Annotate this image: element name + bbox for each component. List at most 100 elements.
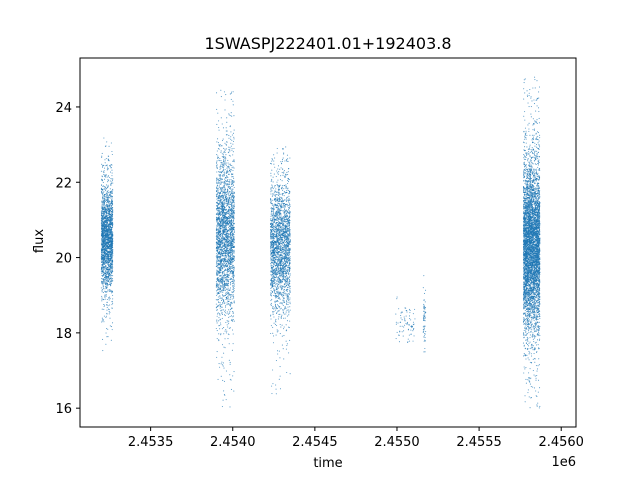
data-point <box>218 204 220 206</box>
data-point <box>225 192 227 194</box>
data-point <box>221 268 223 270</box>
data-point <box>112 240 114 242</box>
data-point <box>216 227 218 229</box>
data-point <box>107 216 109 218</box>
data-point <box>225 225 227 227</box>
data-point <box>222 212 224 214</box>
data-point <box>230 248 232 250</box>
data-point <box>109 212 111 215</box>
data-point <box>105 343 107 345</box>
data-point <box>101 206 103 208</box>
data-point <box>233 285 235 287</box>
data-point <box>104 216 106 218</box>
data-point <box>107 196 109 198</box>
data-point <box>215 228 218 230</box>
data-point <box>226 141 228 143</box>
data-point <box>221 250 223 252</box>
data-point <box>217 259 220 261</box>
data-point <box>227 295 229 297</box>
data-point <box>232 232 234 234</box>
data-point <box>104 215 106 217</box>
data-point <box>229 185 231 187</box>
data-point <box>230 91 233 93</box>
data-point <box>216 258 219 260</box>
data-point <box>229 272 231 274</box>
data-point <box>108 220 110 222</box>
data-point <box>104 174 106 176</box>
data-point <box>230 315 233 317</box>
data-point <box>228 219 230 222</box>
data-point <box>221 201 223 203</box>
data-point <box>104 263 106 265</box>
data-point <box>218 220 221 222</box>
data-point <box>216 188 218 190</box>
data-point <box>107 200 110 202</box>
data-point <box>272 193 274 195</box>
data-point <box>224 193 226 195</box>
data-point <box>111 307 113 309</box>
data-point <box>223 367 225 369</box>
data-point <box>112 266 114 268</box>
data-point <box>103 200 105 202</box>
data-point <box>216 196 218 198</box>
data-point <box>222 225 224 227</box>
data-point <box>224 338 226 340</box>
data-point <box>103 281 105 283</box>
data-point <box>105 145 107 147</box>
data-point <box>233 115 235 117</box>
data-point <box>229 235 231 237</box>
data-point <box>223 380 225 382</box>
data-point <box>110 240 112 242</box>
data-point <box>109 251 111 253</box>
data-point <box>229 192 231 194</box>
data-point <box>226 170 228 172</box>
data-point <box>230 262 233 264</box>
data-point <box>217 192 219 194</box>
data-point <box>105 242 107 244</box>
data-point <box>221 234 223 236</box>
data-point <box>226 241 228 243</box>
data-point <box>101 204 103 206</box>
data-point <box>233 300 235 302</box>
data-point <box>105 157 107 160</box>
data-point <box>215 177 218 179</box>
data-point <box>233 237 235 239</box>
data-point <box>223 327 225 329</box>
data-point <box>112 188 114 190</box>
data-point <box>225 252 227 254</box>
data-point <box>220 324 222 326</box>
data-point <box>233 206 235 208</box>
data-point <box>228 229 230 231</box>
data-point <box>231 230 234 232</box>
data-point <box>107 231 109 233</box>
data-point <box>224 223 226 225</box>
data-point <box>110 216 112 218</box>
data-point <box>224 161 226 163</box>
data-point <box>227 326 229 328</box>
data-point <box>111 263 113 265</box>
data-point <box>216 223 218 226</box>
data-point <box>107 271 109 273</box>
data-point <box>102 279 104 281</box>
data-point <box>223 151 225 153</box>
data-point <box>218 120 220 122</box>
data-point <box>111 224 113 226</box>
data-point <box>110 225 112 227</box>
data-point <box>218 202 220 204</box>
data-point <box>218 286 220 288</box>
data-point <box>101 230 103 233</box>
data-point <box>105 186 107 188</box>
data-point <box>103 257 105 259</box>
data-point <box>100 257 102 259</box>
data-point <box>103 275 105 277</box>
data-point <box>216 160 218 162</box>
data-point <box>101 184 103 186</box>
data-point <box>102 219 104 221</box>
data-point <box>218 313 221 315</box>
data-point <box>277 173 279 175</box>
data-point <box>106 328 108 330</box>
data-point <box>104 175 106 177</box>
data-point <box>225 171 227 173</box>
data-point <box>228 163 230 165</box>
data-point <box>218 263 220 266</box>
